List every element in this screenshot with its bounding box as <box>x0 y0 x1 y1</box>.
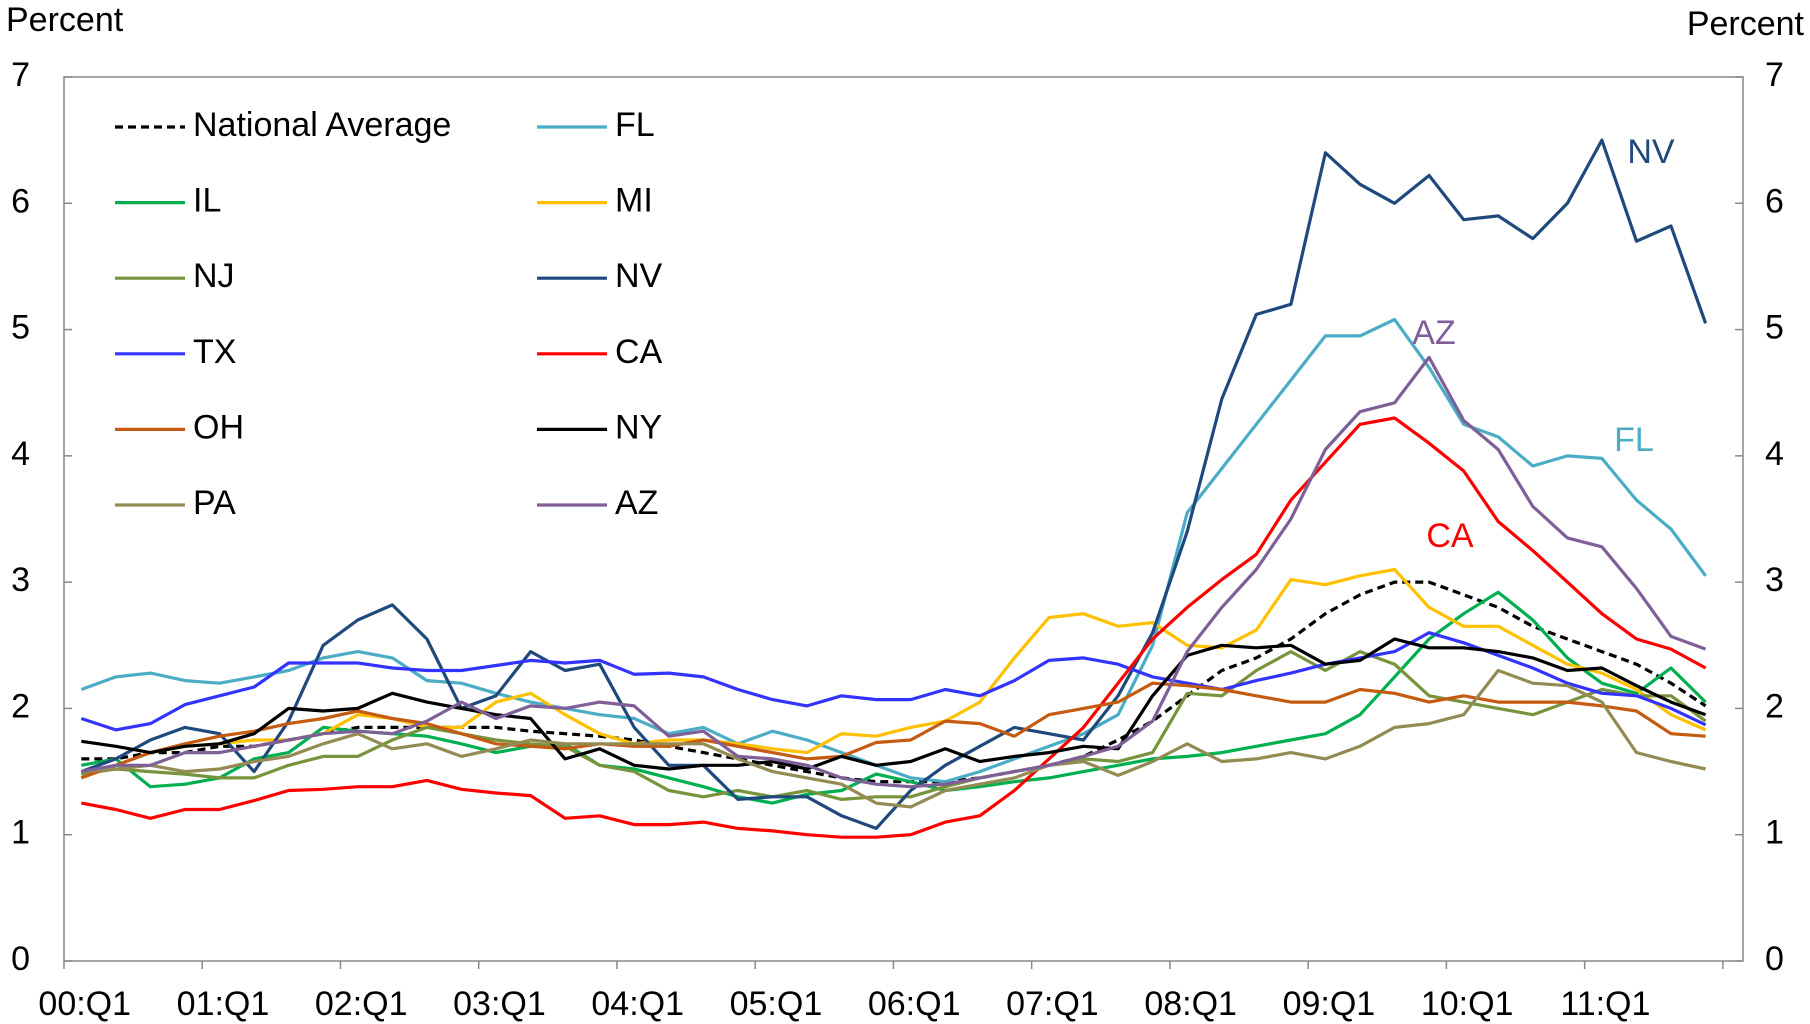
series-line <box>81 416 1707 839</box>
x-tick-label: 07:Q1 <box>1006 985 1099 1023</box>
y2-tick-label: 0 <box>1765 940 1784 978</box>
x-tick-label: 04:Q1 <box>591 985 684 1023</box>
x-tick-label: 05:Q1 <box>730 985 823 1023</box>
legend-label: NJ <box>193 257 235 295</box>
y-tick-label: 5 <box>11 309 30 347</box>
x-tick-label: 02:Q1 <box>315 985 408 1023</box>
series-line <box>81 668 1706 809</box>
x-tick-label: 08:Q1 <box>1144 985 1237 1023</box>
x-tick-label: 09:Q1 <box>1283 985 1376 1023</box>
legend-label: National Average <box>193 106 451 144</box>
legend-label: TX <box>193 333 236 371</box>
legend-label: NY <box>615 408 662 446</box>
series-line <box>80 681 1706 780</box>
legend-label: PA <box>193 484 236 522</box>
series-line <box>81 637 1707 771</box>
legend-label: IL <box>193 182 221 220</box>
y2-axis-label: Percent <box>1687 5 1805 43</box>
x-tick-label: 01:Q1 <box>177 985 270 1023</box>
y-tick-label: 4 <box>11 435 30 473</box>
x-tick-label: 11:Q1 <box>1560 985 1650 1023</box>
y-axis-label: Percent <box>6 1 124 39</box>
x-tick-label: 00:Q1 <box>38 985 131 1023</box>
annotation: FL <box>1614 421 1654 459</box>
y-tick-label: 2 <box>11 687 30 725</box>
series-line <box>81 580 1707 784</box>
series-line <box>81 650 1707 801</box>
y2-tick-label: 3 <box>1765 561 1784 599</box>
plot-frame <box>63 76 1744 962</box>
y2-tick-label: 5 <box>1765 309 1784 347</box>
x-tick-label: 03:Q1 <box>453 985 546 1023</box>
legend-label: CA <box>615 333 663 371</box>
legend-label: NV <box>615 257 663 295</box>
legend-label: FL <box>615 106 655 144</box>
series-line <box>80 138 1708 830</box>
series-line <box>80 567 1707 780</box>
y2-tick-label: 7 <box>1765 56 1784 94</box>
legend-label: MI <box>615 182 653 220</box>
annotation: CA <box>1426 517 1474 555</box>
y2-tick-label: 4 <box>1765 435 1784 473</box>
annotation: NV <box>1627 133 1675 171</box>
legend-label: AZ <box>615 484 658 522</box>
series-line <box>80 317 1707 784</box>
y2-tick-label: 2 <box>1765 687 1784 725</box>
y-tick-label: 0 <box>11 940 30 978</box>
y-tick-label: 6 <box>11 182 30 220</box>
y2-tick-label: 6 <box>1765 182 1784 220</box>
y-tick-label: 1 <box>11 814 30 852</box>
x-tick-label: 06:Q1 <box>868 985 961 1023</box>
y-tick-label: 7 <box>11 56 30 94</box>
series-line <box>80 631 1707 732</box>
legend-label: OH <box>193 408 244 446</box>
y2-tick-label: 1 <box>1765 814 1784 852</box>
annotation: AZ <box>1412 314 1455 352</box>
series-line <box>81 355 1707 789</box>
x-tick-label: 10:Q1 <box>1421 985 1514 1023</box>
y-tick-label: 3 <box>11 561 30 599</box>
